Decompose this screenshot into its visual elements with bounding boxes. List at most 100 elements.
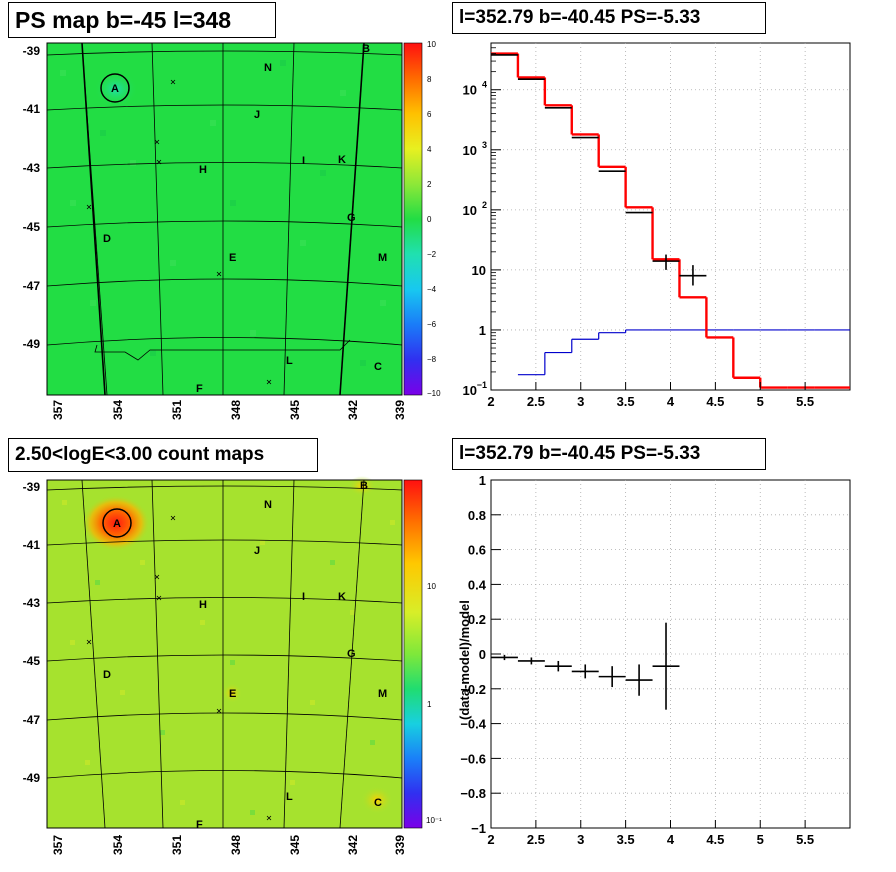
residual-plot: 2 2.5 3 3.5 4 4.5 5 5.5 1 0.8 0.6 0.4 0.2 0 −0.2 −0.4 −… xyxy=(457,473,851,847)
x-tick-label: 3.5 xyxy=(617,394,635,409)
colorbar-tick-label: 6 xyxy=(427,110,432,119)
y-tick-label: 10 xyxy=(463,83,477,98)
y-tick-exponent: 4 xyxy=(482,80,487,90)
source-label-f: F xyxy=(196,383,203,395)
source-label-n: N xyxy=(264,499,272,511)
colorbar-tick-label: 4 xyxy=(427,145,432,154)
colorbar-tick-label: 8 xyxy=(427,75,432,84)
y-tick-label: 0.8 xyxy=(468,508,486,523)
colorbar-tick-label: 10 xyxy=(427,582,436,591)
hotspot-e xyxy=(222,683,242,703)
map-frame xyxy=(46,42,403,396)
y-axis-ticks: 1 0.8 0.6 0.4 0.2 0 −0.2 −0.4 −0.6 −0.8 −1 xyxy=(460,473,501,836)
lon-tick-label: 342 xyxy=(346,400,360,420)
lat-tick-label: -39 xyxy=(23,44,41,58)
source-label-l: L xyxy=(286,791,293,803)
lon-tick-label: 342 xyxy=(346,835,360,855)
colorbar-tick-label: −10 xyxy=(427,389,441,398)
colorbar-tick-label: 0 xyxy=(427,215,432,224)
plot-frame xyxy=(490,42,851,391)
data-points xyxy=(491,54,707,286)
source-label-i: I xyxy=(302,591,305,603)
lat-tick-label: -47 xyxy=(23,279,41,293)
y-tick-label: −1 xyxy=(471,821,486,836)
lon-axis-labels: 357 354 351 348 345 342 339 xyxy=(51,835,407,855)
source-label-j: J xyxy=(254,545,260,557)
lat-tick-label: -43 xyxy=(23,596,41,610)
x-tick-label: 4.5 xyxy=(706,394,724,409)
colorbar xyxy=(403,42,423,396)
source-crosses xyxy=(86,79,272,385)
y-tick-label: 0 xyxy=(479,647,486,662)
map-frame xyxy=(46,479,403,829)
colorbar-tick-label: −4 xyxy=(427,285,437,294)
x-axis-ticks: 2 2.5 3 3.5 4 4.5 5 5.5 xyxy=(487,820,814,847)
residual-title: l=352.79 b=-40.45 PS=-5.33 xyxy=(452,438,766,470)
source-label-h: H xyxy=(199,164,207,176)
source-label-a: A xyxy=(113,518,121,530)
y-tick-label: 10 xyxy=(463,383,477,398)
source-crosses xyxy=(86,515,272,821)
source-label-g: G xyxy=(347,212,356,224)
x-tick-label: 2.5 xyxy=(527,832,545,847)
total-model-series xyxy=(491,52,850,389)
map-noise-dark xyxy=(100,60,366,366)
colorbar-ticks: 10 8 6 4 2 0 −2 −4 −6 −8 −10 xyxy=(427,40,441,398)
colorbar-tick-label: 10⁻¹ xyxy=(426,816,442,825)
lat-axis-labels: -39 -41 -43 -45 -47 -49 xyxy=(23,480,41,785)
lon-tick-label: 351 xyxy=(170,835,184,855)
source-label-j: J xyxy=(254,109,260,121)
source-label-k: K xyxy=(338,591,346,603)
source-a-circle xyxy=(100,73,130,103)
x-tick-label: 2 xyxy=(487,832,494,847)
colorbar-tick-label: 10 xyxy=(427,40,436,49)
lon-tick-label: 354 xyxy=(111,400,125,420)
lon-tick-label: 357 xyxy=(51,400,65,420)
lat-tick-label: -49 xyxy=(23,337,41,351)
y-tick-label: −0.2 xyxy=(460,682,486,697)
lat-tick-label: -41 xyxy=(23,102,41,116)
plot-frame xyxy=(490,479,851,829)
lat-tick-label: -45 xyxy=(23,654,41,668)
source-label-b: B xyxy=(362,43,370,55)
lon-axis-labels: 357 354 351 348 345 342 339 xyxy=(51,400,407,420)
source-a-circle xyxy=(102,508,132,538)
lat-tick-label: -39 xyxy=(23,480,41,494)
y-tick-label: 0.6 xyxy=(468,543,486,558)
lon-tick-label: 339 xyxy=(393,400,407,420)
y-tick-label: −0.6 xyxy=(460,751,486,766)
count-map-title: 2.50<logE<3.00 count maps xyxy=(8,438,318,472)
source-label-e: E xyxy=(229,688,236,700)
map-noise-green xyxy=(95,560,375,815)
source-labels: A B C D E F G H I J K L M N xyxy=(103,480,387,831)
x-tick-label: 2.5 xyxy=(527,394,545,409)
source-label-d: D xyxy=(103,669,111,681)
y-tick-label: 0.2 xyxy=(468,612,486,627)
colorbar-tick-label: 1 xyxy=(427,700,432,709)
source-label-f: F xyxy=(196,819,203,831)
hotspot-a xyxy=(82,495,150,551)
ps-map-panel: A B C D E F G H I J K L M N -39 -41 -43 … xyxy=(23,40,441,420)
source-label-b: B xyxy=(360,480,368,492)
y-tick-label: 10 xyxy=(463,143,477,158)
residual-points xyxy=(491,622,680,710)
source-label-n: N xyxy=(264,62,272,74)
y-tick-label: 10 xyxy=(472,263,486,278)
lat-axis-labels: -39 -41 -43 -45 -47 -49 xyxy=(23,44,41,351)
y-tick-label: −0.4 xyxy=(460,717,486,732)
lat-tick-label: -45 xyxy=(23,220,41,234)
hotspot-c xyxy=(361,786,393,814)
source-label-c: C xyxy=(374,361,382,373)
x-tick-label: 5.5 xyxy=(796,394,814,409)
colorbar-ticks: 10 1 10⁻¹ xyxy=(426,582,442,825)
x-tick-label: 5 xyxy=(757,832,764,847)
x-tick-label: 3 xyxy=(577,394,584,409)
coordinate-grid xyxy=(46,479,403,829)
ps-map-title: PS map b=-45 l=348 xyxy=(8,2,276,38)
y-tick-label: 0.4 xyxy=(468,577,487,592)
map-noise xyxy=(60,70,386,336)
lat-tick-label: -47 xyxy=(23,713,41,727)
